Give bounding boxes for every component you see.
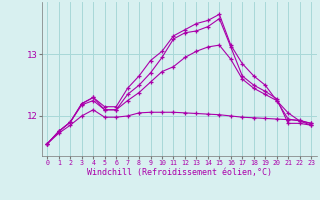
X-axis label: Windchill (Refroidissement éolien,°C): Windchill (Refroidissement éolien,°C)	[87, 168, 272, 177]
